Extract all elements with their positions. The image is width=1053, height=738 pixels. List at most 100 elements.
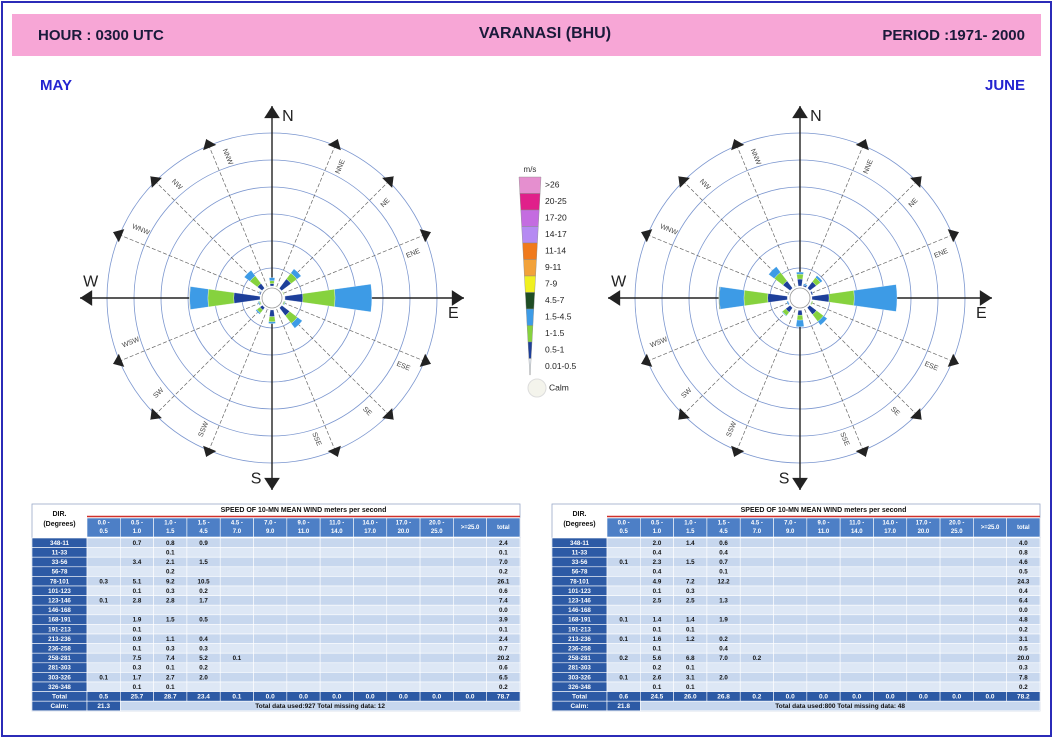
direction-label: SE	[361, 406, 373, 418]
column-header: 0.5 -	[651, 521, 663, 527]
cell-bg	[873, 547, 908, 558]
legend-label: 4.5-7	[545, 295, 565, 305]
legend-label: 11-14	[545, 246, 566, 256]
cell-bg	[86, 633, 121, 644]
direction: 236-258	[568, 646, 591, 653]
petal-segment	[334, 283, 372, 313]
row-total: 0.7	[499, 646, 508, 653]
cell-bg	[319, 624, 354, 635]
legend-swatch	[525, 308, 535, 326]
arrow-head	[678, 176, 690, 188]
cell-bg	[873, 672, 908, 683]
cell-bg	[219, 537, 254, 548]
cell-bg	[939, 614, 974, 625]
cell-bg	[606, 604, 641, 616]
cell-bg	[453, 566, 487, 577]
cell-bg	[839, 585, 874, 596]
petal-segment	[268, 316, 276, 323]
cell: 10.5	[198, 578, 211, 585]
cell-bg	[806, 681, 841, 692]
direction: 78-101	[570, 578, 590, 585]
petal-segment	[274, 285, 279, 288]
petal-segment	[817, 315, 828, 326]
cell-bg	[419, 604, 454, 616]
petal-segment	[793, 308, 798, 311]
column-header: 0.0 -	[618, 521, 630, 527]
petal-segment	[269, 283, 275, 287]
dir-unit: (Degrees)	[43, 521, 75, 528]
cell-bg	[906, 556, 941, 568]
column-header: 9.0 -	[297, 521, 309, 527]
cell-bg	[186, 604, 221, 616]
cell-bg	[353, 604, 388, 616]
cell-bg	[973, 576, 1007, 587]
direction: 236-258	[48, 646, 71, 653]
cell-bg	[219, 595, 254, 606]
cell-bg	[120, 604, 154, 616]
cell-bg	[973, 633, 1007, 644]
cell-bg	[606, 547, 641, 558]
cell-bg	[773, 566, 808, 577]
column-header: 14.0	[851, 529, 863, 535]
cell-bg	[606, 576, 641, 587]
arrow-head	[113, 229, 125, 243]
spoke	[733, 138, 796, 288]
cell-bg	[806, 662, 841, 673]
cell: 0.1	[99, 598, 108, 605]
table-title: SPEED OF 10-MN MEAN WIND meters per seco…	[741, 507, 907, 514]
legend-swatch	[527, 341, 533, 359]
cell-bg	[839, 576, 874, 587]
legend-swatch	[518, 176, 542, 194]
column-header: 7.0 -	[264, 521, 276, 527]
direction: 33-56	[52, 559, 68, 566]
petal-segment	[797, 278, 803, 287]
row-total: 20.2	[497, 655, 510, 662]
cell-bg	[419, 585, 454, 596]
cell: 1.5	[166, 617, 175, 624]
cell-bg	[739, 624, 774, 635]
cell-bg	[739, 547, 774, 558]
direction: 146-168	[48, 607, 71, 614]
cell-bg	[419, 624, 454, 635]
legend-swatch	[519, 193, 541, 211]
column-header: 0.0 -	[98, 521, 110, 527]
arrow-head	[608, 290, 621, 306]
petal-segment	[268, 277, 276, 282]
cell-bg	[319, 681, 354, 692]
cell-bg	[939, 672, 974, 683]
petal-segment	[810, 300, 814, 306]
cell-bg	[873, 652, 908, 664]
cell-bg	[453, 672, 487, 683]
cell-bg	[873, 643, 908, 654]
cell: 2.8	[166, 598, 175, 605]
calm-value: 21.8	[617, 703, 630, 710]
cell: 7.0	[719, 655, 728, 662]
cell: 0.9	[199, 540, 208, 547]
cell-bg	[806, 547, 841, 558]
column-header: 9.0	[266, 529, 275, 535]
cell-bg	[939, 595, 974, 606]
cell-bg	[739, 662, 774, 673]
cell-bg	[839, 604, 874, 616]
arrow-head	[855, 445, 869, 457]
summary: Total data used:927 Total missing data: …	[255, 703, 385, 710]
row-total: 20.0	[1017, 655, 1030, 662]
dir-header: DIR.	[53, 511, 67, 518]
cell-bg	[973, 604, 1007, 616]
row-total: 0.6	[499, 588, 508, 595]
cell-bg	[219, 556, 254, 568]
cell-bg	[219, 585, 254, 596]
arrow-head	[203, 139, 217, 151]
direction: 101-123	[48, 588, 71, 595]
cell: 1.1	[166, 636, 175, 643]
legend-label: 7-9	[545, 279, 558, 289]
cell-bg	[319, 595, 354, 606]
cell-bg	[906, 537, 941, 548]
cell: 1.2	[686, 636, 695, 643]
petal-segment	[796, 271, 804, 275]
cell-bg	[386, 633, 421, 644]
cell-bg	[453, 547, 487, 558]
cell-bg	[353, 576, 388, 587]
cell: 1.7	[133, 674, 142, 681]
cell-bg	[353, 595, 388, 606]
